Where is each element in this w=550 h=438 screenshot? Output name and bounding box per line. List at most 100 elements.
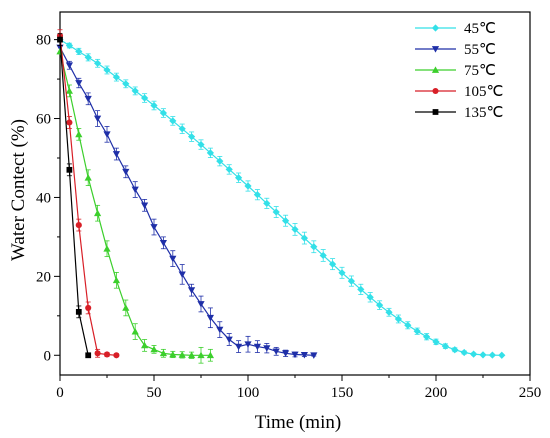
point-0-44 [470,350,478,358]
axes-layer: 0 50 100 150 200 250 0 20 40 60 80 [36,33,541,401]
series-0 [56,36,506,359]
point-1-16 [206,314,214,322]
series-line-2 [59,51,211,356]
point-0-37 [404,321,412,329]
point-3-3 [85,304,92,311]
point-1-9 [141,202,149,209]
point-0-35 [385,308,393,316]
point-0-20 [244,182,252,190]
series-1 [56,44,318,359]
y-tick-label-4: 80 [36,33,51,49]
point-0-47 [498,351,506,359]
point-4-2 [75,308,82,315]
point-0-31 [347,277,355,285]
legend-label-0: 45℃ [464,21,496,37]
point-1-8 [131,186,139,194]
point-0-39 [423,333,431,341]
point-0-1 [65,41,73,50]
point-2-4 [94,209,102,217]
point-1-10 [150,224,158,231]
point-0-23 [272,208,280,216]
point-0-6 [112,73,120,81]
point-0-3 [84,53,92,61]
point-0-36 [394,315,402,323]
y-tick-label-0: 0 [44,348,52,364]
point-1-3 [84,95,92,103]
point-1-20 [244,341,252,348]
point-0-28 [319,251,327,260]
point-3-2 [75,222,82,229]
point-0-10 [150,101,158,110]
point-1-1 [65,62,73,69]
x-tick-label-3: 150 [331,385,354,401]
point-1-14 [188,287,196,294]
legend-marker-1 [431,46,440,53]
point-2-13 [178,351,186,358]
point-1-24 [282,350,290,357]
legend-label-3: 105℃ [464,84,503,100]
point-1-11 [159,239,167,247]
point-0-5 [103,66,111,74]
point-2-9 [141,341,149,349]
point-0-41 [441,342,449,350]
point-0-2 [75,47,83,56]
legend-label-2: 75℃ [464,63,496,79]
point-0-46 [488,351,496,359]
point-0-9 [141,94,149,102]
legend: 45℃ 55℃ 75℃ 105℃ 135℃ [415,21,503,121]
point-0-34 [376,301,384,309]
point-2-15 [197,351,205,359]
point-0-14 [188,133,196,141]
point-0-38 [413,327,421,335]
x-tick-label-2: 100 [237,385,260,401]
point-0-11 [159,109,167,117]
point-0-26 [300,234,308,242]
point-2-3 [84,174,92,181]
point-1-22 [263,345,271,352]
point-1-23 [272,348,280,355]
series-line-4 [59,39,89,356]
point-3-5 [103,351,111,358]
point-3-6 [113,352,120,359]
point-1-12 [169,255,177,263]
y-tick-label-1: 20 [36,269,51,285]
point-1-2 [75,80,83,87]
point-0-24 [282,217,290,225]
point-2-16 [206,351,214,359]
y-axis-title: Water Contect (%) [8,119,29,261]
point-1-15 [197,301,205,308]
point-2-5 [103,245,111,252]
x-axis-title: Time (min) [255,412,341,433]
point-0-25 [291,225,299,234]
point-3-1 [66,119,73,126]
point-1-6 [112,151,120,158]
point-0-19 [235,174,243,182]
point-4-3 [85,352,92,359]
point-1-21 [253,343,261,351]
point-0-33 [366,293,374,301]
point-0-16 [206,149,214,157]
point-0-18 [225,165,233,174]
legend-marker-3 [432,87,439,95]
legend-label-4: 135℃ [464,105,503,121]
series-4 [57,33,92,359]
point-1-19 [235,343,243,351]
point-0-4 [94,59,102,67]
point-0-12 [169,117,177,125]
series-3 [56,29,120,359]
point-0-42 [451,346,459,354]
x-tick-label-1: 50 [147,385,162,401]
legend-marker-4 [432,109,439,115]
x-tick-label-5: 250 [519,385,542,401]
point-1-13 [178,271,186,278]
point-2-8 [131,327,139,335]
point-2-2 [75,130,83,138]
point-3-4 [94,350,101,357]
point-0-40 [432,338,440,346]
point-1-25 [291,351,299,359]
legend-label-1: 55℃ [464,42,496,58]
series-line-1 [59,47,314,356]
point-1-18 [225,336,233,344]
y-tick-label-2: 40 [36,190,51,206]
